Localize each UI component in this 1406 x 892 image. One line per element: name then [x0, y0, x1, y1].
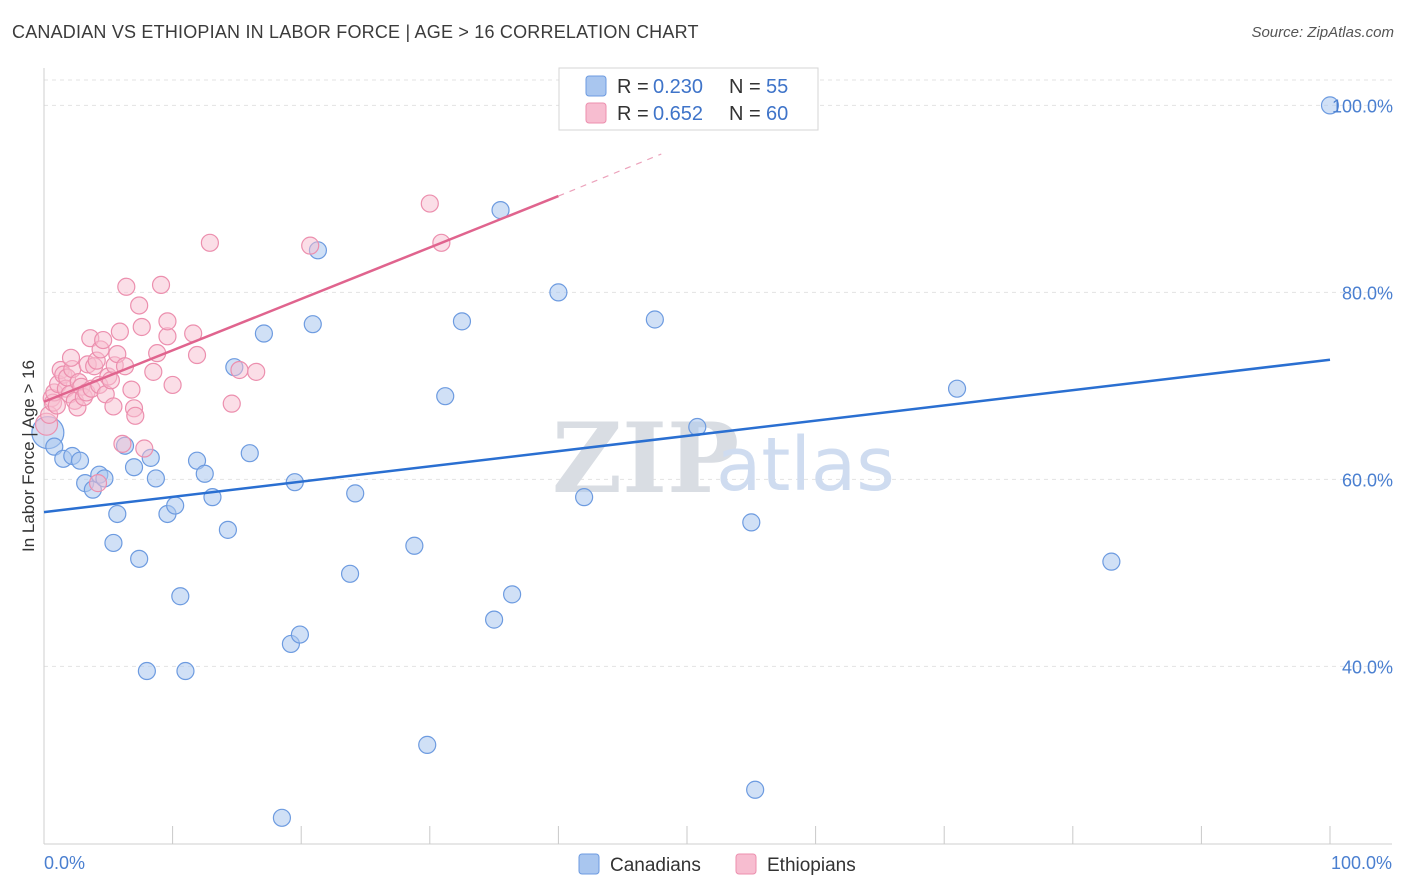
ethiopians-point — [126, 406, 145, 425]
ethiopians-point — [88, 474, 108, 493]
canadians-point — [746, 780, 765, 799]
canadians-points — [31, 96, 1340, 827]
ethiopians-point — [132, 317, 151, 337]
canadians-point — [108, 504, 127, 524]
canadians-point — [124, 458, 144, 477]
canadians-point — [452, 312, 472, 331]
ethiopians-point — [61, 348, 81, 367]
bottom-legend-swatch-canadians — [578, 853, 600, 875]
axes — [43, 68, 1392, 845]
watermark: ZIP atlas — [552, 402, 895, 515]
bottom-legend-swatch-ethiopians — [735, 853, 757, 875]
x-tick-marks — [172, 826, 1331, 844]
ethiopians-point — [420, 194, 439, 213]
canadians-point — [340, 564, 360, 583]
legend-r-value-canadians: 0.230 — [653, 76, 703, 98]
canadians-point — [195, 464, 214, 483]
legend-n-value-ethiopians: 60 — [766, 103, 788, 125]
ethiopians-point — [222, 394, 241, 413]
canadians-point — [549, 283, 568, 302]
ethiopians-point — [144, 362, 163, 381]
trend-lines — [43, 153, 1331, 514]
canadians-trend-line — [43, 358, 1331, 514]
ethiopians-point — [113, 434, 132, 453]
ethiopians-points — [34, 194, 451, 493]
canadians-point — [485, 610, 504, 629]
canadians-point — [130, 549, 149, 568]
canadians-point — [45, 437, 64, 456]
chart-title: CANADIAN VS ETHIOPIAN IN LABOR FORCE | A… — [12, 22, 699, 42]
legend-n-value-canadians: 55 — [766, 76, 788, 98]
bottom-legend-label-canadians: Canadians — [610, 855, 701, 876]
legend-swatch-ethiopians — [585, 102, 607, 124]
canadians-point — [137, 661, 156, 681]
canadians-point — [303, 315, 322, 334]
y-tick-label-80: 80.0% — [1342, 283, 1393, 303]
canadians-point — [1102, 552, 1121, 571]
canadians-point — [405, 536, 424, 555]
y-tick-label-40: 40.0% — [1342, 657, 1393, 677]
canadians-point — [166, 496, 185, 515]
canadians-point — [146, 469, 165, 488]
ethiopians-point — [110, 322, 129, 341]
ethiopians-point — [230, 360, 249, 380]
canadians-point — [176, 661, 195, 681]
legend-n-label-ethiopians: N = — [729, 103, 761, 125]
canadians-point — [503, 585, 522, 604]
canadians-point — [290, 625, 310, 644]
canadians-point — [171, 587, 190, 606]
ethiopians-trend-extension — [558, 153, 662, 197]
legend-n-label-canadians: N = — [729, 76, 761, 98]
canadians-point — [272, 808, 292, 827]
source-label: Source: ZipAtlas.com — [1251, 24, 1394, 41]
canadians-point — [218, 520, 237, 539]
ethiopians-point — [158, 312, 177, 331]
ethiopians-point — [122, 380, 141, 399]
ethiopians-point — [104, 397, 123, 416]
ethiopians-point — [130, 296, 149, 315]
canadians-point — [947, 379, 967, 398]
canadians-point — [254, 324, 274, 343]
ethiopians-point — [117, 277, 136, 296]
canadians-point — [645, 310, 664, 329]
ethiopians-point — [247, 362, 266, 381]
canadians-point — [70, 451, 90, 470]
canadians-point — [742, 513, 761, 532]
ethiopians-point — [200, 233, 219, 252]
x-tick-label-max: 100.0% — [1331, 853, 1392, 873]
ethiopians-point — [135, 439, 154, 458]
ethiopians-point — [301, 236, 320, 255]
y-tick-label-60: 60.0% — [1342, 470, 1393, 490]
canadians-point — [436, 387, 455, 406]
bottom-legend-label-ethiopians: Ethiopians — [767, 855, 856, 876]
canadians-point — [240, 444, 259, 463]
watermark-atlas: atlas — [716, 422, 895, 508]
canadians-point — [575, 488, 594, 507]
legend-r-label-ethiopians: R = — [617, 103, 649, 125]
series-legend: Canadians Ethiopians — [578, 853, 856, 876]
canadians-point — [418, 735, 437, 754]
legend-r-value-ethiopians: 0.652 — [653, 103, 703, 125]
ethiopians-trend-line — [43, 194, 559, 403]
y-axis-title: In Labor Force | Age > 16 — [19, 360, 38, 552]
stats-legend: R = 0.230 N = 55 R = 0.652 N = 60 — [558, 67, 819, 131]
canadians-point — [1320, 96, 1340, 115]
x-tick-label-min: 0.0% — [44, 853, 85, 873]
legend-swatch-canadians — [585, 75, 607, 97]
ethiopians-point — [94, 330, 113, 350]
y-tick-label-100: 100.0% — [1332, 96, 1393, 116]
y-tick-labels: 40.0% 60.0% 80.0% 100.0% — [1332, 96, 1393, 677]
canadians-point — [104, 533, 123, 553]
ethiopians-point — [187, 345, 207, 365]
legend-r-label-canadians: R = — [617, 76, 649, 98]
ethiopians-point — [163, 375, 182, 395]
canadians-point — [346, 484, 365, 503]
ethiopians-point — [151, 275, 171, 295]
